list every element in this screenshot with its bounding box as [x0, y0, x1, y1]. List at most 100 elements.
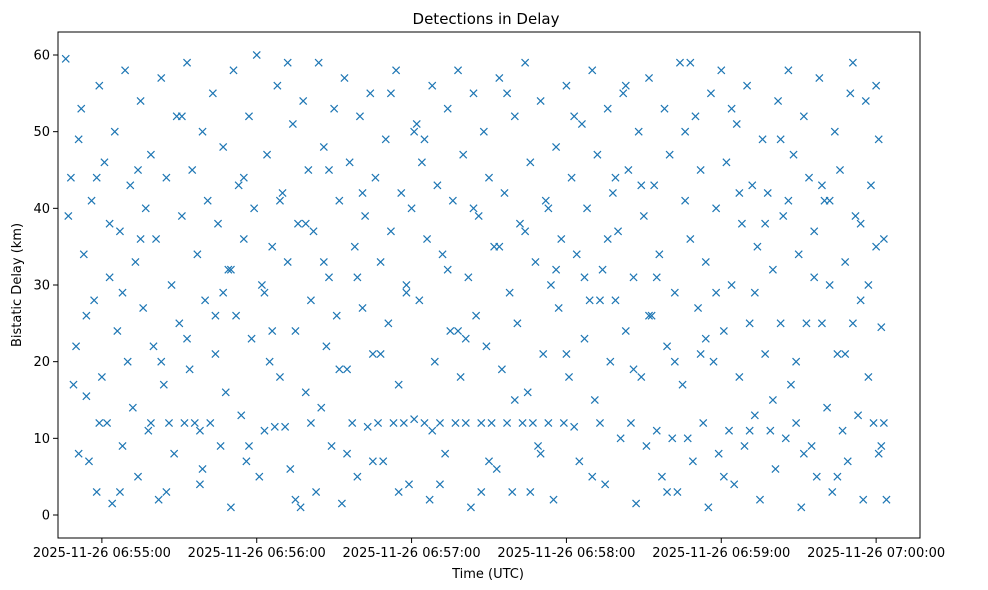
data-point — [92, 173, 101, 182]
data-point — [309, 227, 318, 236]
data-point — [743, 81, 752, 90]
data-point — [593, 150, 602, 159]
data-point — [799, 449, 808, 458]
data-point — [213, 219, 223, 228]
data-point — [237, 411, 246, 420]
data-point — [678, 380, 687, 389]
data-point — [139, 303, 148, 313]
data-point — [288, 119, 297, 129]
data-point — [443, 104, 452, 113]
data-point — [376, 349, 385, 359]
data-point — [510, 395, 519, 405]
data-point — [219, 142, 228, 152]
data-point — [82, 311, 91, 320]
data-point — [675, 58, 685, 67]
data-point — [469, 204, 478, 213]
data-point — [283, 58, 292, 67]
data-point — [417, 158, 426, 167]
data-point — [699, 418, 708, 428]
data-point — [350, 242, 359, 251]
data-point — [66, 173, 75, 182]
data-point — [562, 349, 571, 359]
data-point — [766, 426, 775, 435]
data-point — [211, 349, 220, 359]
data-point — [763, 188, 772, 198]
data-point — [92, 487, 101, 497]
data-point — [848, 319, 857, 328]
data-point — [825, 280, 834, 290]
data-point — [177, 211, 186, 221]
data-point — [443, 265, 452, 274]
data-point — [420, 418, 429, 428]
data-point — [647, 311, 656, 320]
data-point — [216, 441, 225, 451]
data-point — [273, 81, 282, 90]
data-point — [846, 89, 855, 98]
data-point — [652, 426, 661, 435]
data-point — [392, 66, 401, 75]
data-point — [619, 89, 628, 98]
data-point — [753, 242, 762, 251]
data-point — [72, 342, 81, 351]
data-point — [454, 66, 463, 75]
data-point — [84, 457, 93, 466]
data-point — [681, 127, 690, 136]
data-point — [461, 418, 470, 428]
data-point — [74, 135, 83, 144]
data-point — [281, 422, 290, 431]
data-point — [562, 81, 571, 90]
data-point — [784, 196, 793, 205]
data-point — [626, 418, 635, 428]
data-point — [794, 250, 803, 259]
data-point — [152, 234, 161, 244]
data-point — [74, 449, 83, 458]
data-point — [526, 158, 535, 167]
data-point — [144, 426, 153, 435]
data-point — [872, 81, 881, 90]
data-point — [335, 196, 344, 205]
data-point — [118, 441, 127, 451]
data-point — [159, 380, 168, 389]
x-tick-label: 2025-11-26 07:00:00 — [807, 546, 945, 561]
data-point — [195, 426, 204, 435]
data-point — [368, 349, 377, 359]
data-point — [515, 219, 524, 228]
data-point — [559, 418, 568, 428]
data-point — [306, 418, 315, 428]
data-point — [252, 50, 261, 60]
data-point — [477, 487, 486, 497]
data-point — [601, 480, 610, 489]
data-point — [737, 219, 746, 228]
data-point — [133, 472, 143, 481]
data-point — [322, 342, 331, 351]
data-point — [611, 173, 620, 182]
data-point — [838, 426, 847, 435]
data-point — [157, 73, 166, 83]
data-point — [761, 219, 770, 228]
data-point — [373, 418, 383, 428]
data-point — [79, 250, 88, 259]
data-point — [358, 303, 367, 313]
data-point — [611, 296, 620, 305]
data-point — [430, 357, 439, 366]
data-point — [211, 311, 220, 320]
data-point — [781, 434, 790, 443]
data-point — [208, 89, 217, 98]
data-point — [441, 449, 450, 458]
data-point — [361, 211, 370, 221]
data-point — [162, 487, 171, 497]
data-point — [792, 418, 801, 428]
data-point — [595, 418, 605, 428]
data-point — [688, 457, 697, 466]
data-point — [371, 173, 380, 182]
data-point — [696, 349, 705, 359]
y-tick-label: 40 — [33, 202, 50, 217]
x-tick-label: 2025-11-26 06:55:00 — [33, 546, 171, 561]
data-point — [183, 334, 192, 343]
data-point — [621, 326, 630, 336]
data-point — [180, 418, 189, 428]
data-point — [69, 380, 78, 389]
data-point — [841, 349, 850, 359]
data-point — [77, 104, 86, 113]
